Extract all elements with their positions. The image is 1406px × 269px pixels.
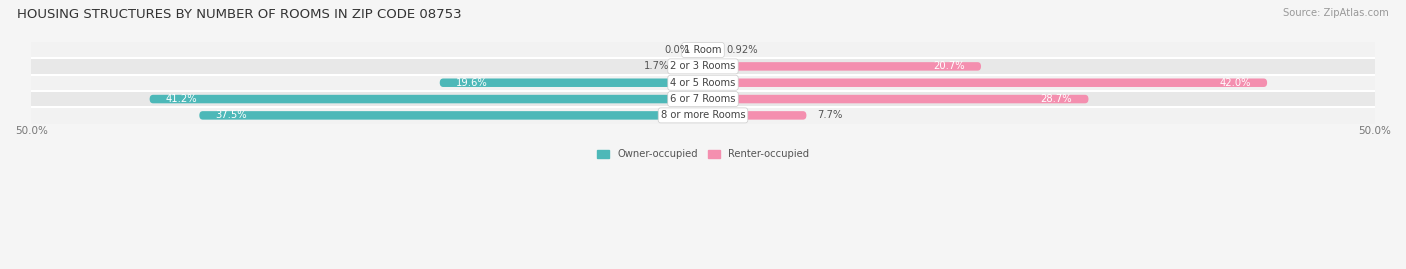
Text: HOUSING STRUCTURES BY NUMBER OF ROOMS IN ZIP CODE 08753: HOUSING STRUCTURES BY NUMBER OF ROOMS IN… [17,8,461,21]
FancyBboxPatch shape [703,62,981,71]
Text: 37.5%: 37.5% [215,110,247,121]
Text: 19.6%: 19.6% [456,78,488,88]
Text: 41.2%: 41.2% [166,94,197,104]
Text: 1.7%: 1.7% [644,61,669,71]
FancyBboxPatch shape [703,95,1088,103]
Bar [31,42,1375,58]
Text: 0.0%: 0.0% [665,45,689,55]
FancyBboxPatch shape [703,111,807,120]
Bar [31,75,1375,91]
Text: 1 Room: 1 Room [685,45,721,55]
Text: 2 or 3 Rooms: 2 or 3 Rooms [671,61,735,71]
FancyBboxPatch shape [703,79,1267,87]
FancyBboxPatch shape [200,111,703,120]
FancyBboxPatch shape [703,46,716,54]
Text: 6 or 7 Rooms: 6 or 7 Rooms [671,94,735,104]
Bar [31,58,1375,75]
Text: 28.7%: 28.7% [1040,94,1073,104]
Legend: Owner-occupied, Renter-occupied: Owner-occupied, Renter-occupied [593,146,813,164]
Text: 4 or 5 Rooms: 4 or 5 Rooms [671,78,735,88]
FancyBboxPatch shape [681,62,703,71]
Text: Source: ZipAtlas.com: Source: ZipAtlas.com [1284,8,1389,18]
FancyBboxPatch shape [149,95,703,103]
Bar [31,91,1375,107]
Text: 42.0%: 42.0% [1219,78,1251,88]
Text: 8 or more Rooms: 8 or more Rooms [661,110,745,121]
Bar [31,107,1375,123]
Text: 0.92%: 0.92% [725,45,758,55]
Text: 7.7%: 7.7% [817,110,842,121]
FancyBboxPatch shape [440,79,703,87]
Text: 20.7%: 20.7% [934,61,965,71]
